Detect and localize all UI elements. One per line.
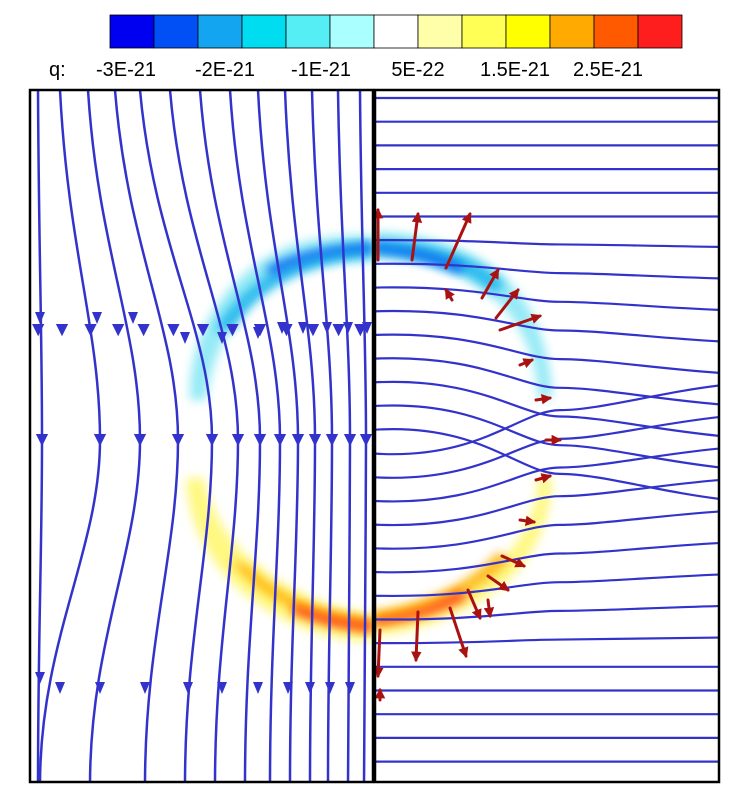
force-vector (410, 211, 423, 262)
left-streamlines (31, 90, 373, 782)
colorbar-cell (153, 14, 199, 49)
streamline-arrowhead (128, 312, 138, 324)
force-vector (480, 268, 500, 300)
colorbar-cell (505, 14, 551, 49)
right-panel-frame (373, 88, 721, 784)
streamline-arrowhead (140, 682, 150, 694)
colorbar-cell (197, 14, 243, 49)
streamline (373, 541, 719, 574)
streamline-arrowhead (283, 682, 293, 694)
force-vectors (373, 207, 563, 702)
streamline (373, 510, 719, 550)
force-vector (483, 598, 495, 619)
streamline-arrowhead (180, 332, 190, 344)
colorbar-cell (329, 14, 375, 49)
streamline-arrowhead (298, 322, 308, 334)
streamline (113, 90, 185, 782)
streamline (228, 90, 287, 782)
streamline (373, 333, 719, 374)
streamline-arrowhead (35, 312, 45, 324)
streamline (198, 90, 267, 782)
streamline-arrowhead (362, 322, 372, 334)
colorbar: q: -3E-21 -2E-21 -1E-21 5E-22 1.5E-21 2.… (49, 14, 683, 81)
streamline (38, 90, 107, 782)
force-vector (498, 313, 542, 332)
colorbar-cells (109, 14, 683, 49)
force-vector (444, 288, 455, 302)
force-vector (518, 358, 534, 369)
streamline (373, 262, 719, 280)
streamline (310, 90, 339, 782)
colorbar-tick-labels: -3E-21 -2E-21 -1E-21 5E-22 1.5E-21 2.5E-… (96, 59, 643, 81)
streamline (35, 90, 49, 782)
streamline (373, 380, 719, 437)
streamline-arrowhead (325, 682, 335, 694)
force-vector (444, 212, 472, 270)
streamline-arrowhead (345, 682, 355, 694)
colorbar-tick-label: -2E-21 (195, 59, 255, 81)
streamline-arrowhead (217, 332, 227, 344)
streamline-arrowhead (343, 322, 353, 334)
streamline (373, 357, 719, 406)
colorbar-tick-label: 1.5E-21 (480, 59, 550, 81)
streamline (283, 90, 322, 782)
streamline-arrowhead (305, 682, 315, 694)
streamline (168, 90, 245, 782)
force-vector (466, 588, 482, 620)
streamline (358, 90, 373, 782)
streamline (373, 573, 719, 598)
streamline (373, 447, 719, 503)
colorbar-tick-label: 5E-22 (391, 59, 444, 81)
streamline (373, 427, 719, 500)
streamline-arrowhead (253, 327, 263, 339)
streamline (138, 90, 219, 782)
right-panel (373, 96, 719, 763)
streamline (256, 90, 305, 782)
force-vector (534, 393, 553, 405)
colorbar-cell (109, 14, 155, 49)
streamline-arrowhead (253, 682, 263, 694)
right-streamlines (373, 96, 719, 763)
force-vector (494, 288, 520, 320)
left-panel (31, 90, 373, 782)
streamline-arrowhead (277, 322, 287, 334)
colorbar-cell (549, 14, 595, 49)
streamline (373, 384, 719, 456)
positive-charge-contour (186, 478, 373, 642)
force-vector (518, 515, 537, 527)
streamline-arrowhead (92, 312, 102, 324)
colorbar-cell (593, 14, 639, 49)
force-vector (486, 574, 510, 592)
colorbar-tick-label: -1E-21 (291, 59, 351, 81)
colorbar-cell (241, 14, 287, 49)
colorbar-cell (417, 14, 463, 49)
streamline-arrowhead (55, 682, 65, 694)
colorbar-tick-label: -3E-21 (96, 59, 156, 81)
streamline (373, 309, 719, 343)
streamline (373, 286, 719, 311)
streamline-arrowhead (35, 672, 45, 684)
streamline (86, 90, 147, 782)
colorbar-variable-label: q: (49, 59, 66, 81)
left-panel-frame (28, 88, 375, 784)
streamline-arrowhead (217, 682, 227, 694)
streamline-arrowhead (183, 682, 193, 694)
colorbar-cell (373, 14, 419, 49)
streamline (373, 636, 719, 645)
force-vector (448, 606, 469, 658)
force-vector (500, 554, 526, 568)
streamline (336, 90, 357, 782)
colorbar-tick-label: 2.5E-21 (573, 59, 643, 81)
force-vector (411, 610, 422, 663)
colorbar-cell (285, 14, 331, 49)
streamline (373, 239, 719, 248)
force-vector (373, 628, 384, 679)
colorbar-cell (637, 14, 683, 49)
streamline-arrowhead (322, 322, 332, 334)
streamline (373, 478, 719, 527)
streamline-arrowhead (95, 682, 105, 694)
colorbar-cell (461, 14, 507, 49)
force-vector (534, 473, 553, 484)
